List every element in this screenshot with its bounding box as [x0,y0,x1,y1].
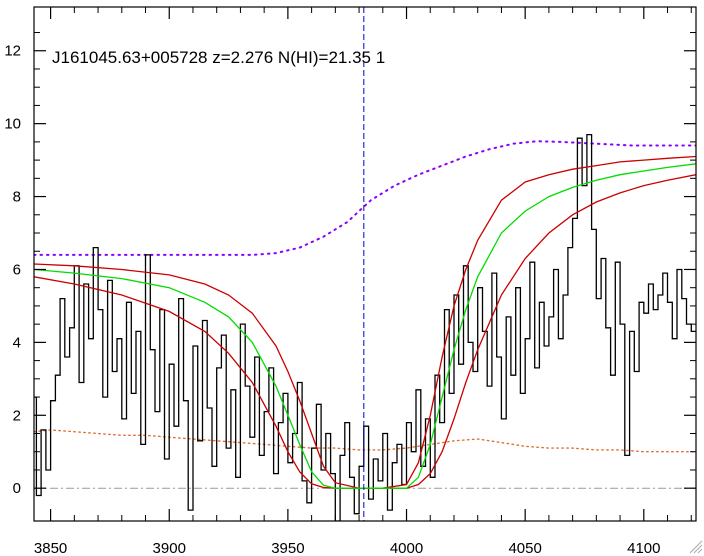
model-upper-series [34,155,696,489]
y-tick-label: 6 [13,261,21,278]
axis-ticks: 3850 3900 3950 4000 4050 4100 0 2 4 6 8 10 12 [4,7,696,556]
model-fit-series [34,163,696,489]
resize-grip-icon [689,540,703,554]
x-tick-label: 3900 [153,540,186,556]
y-tick-label: 10 [4,116,21,133]
x-tick-label: 3950 [271,540,304,556]
y-tick-label: 8 [13,189,21,206]
x-tick-label: 4000 [390,540,423,556]
y-tick-label: 4 [13,334,21,351]
chart-title: J161045.63+005728 z=2.276 N(HI)=21.35 1 [52,48,385,67]
plot-frame [33,6,697,522]
flux-series [34,133,696,521]
model-lower-series [34,174,696,489]
continuum-series [34,140,696,256]
y-tick-label: 2 [13,407,21,424]
y-tick-label: 0 [13,480,21,497]
error-series [34,429,696,453]
x-tick-label: 4050 [508,540,541,556]
y-tick-label: 12 [4,43,21,60]
plot-area [34,7,696,521]
x-tick-label: 3850 [34,540,67,556]
x-tick-label: 4100 [627,540,660,556]
